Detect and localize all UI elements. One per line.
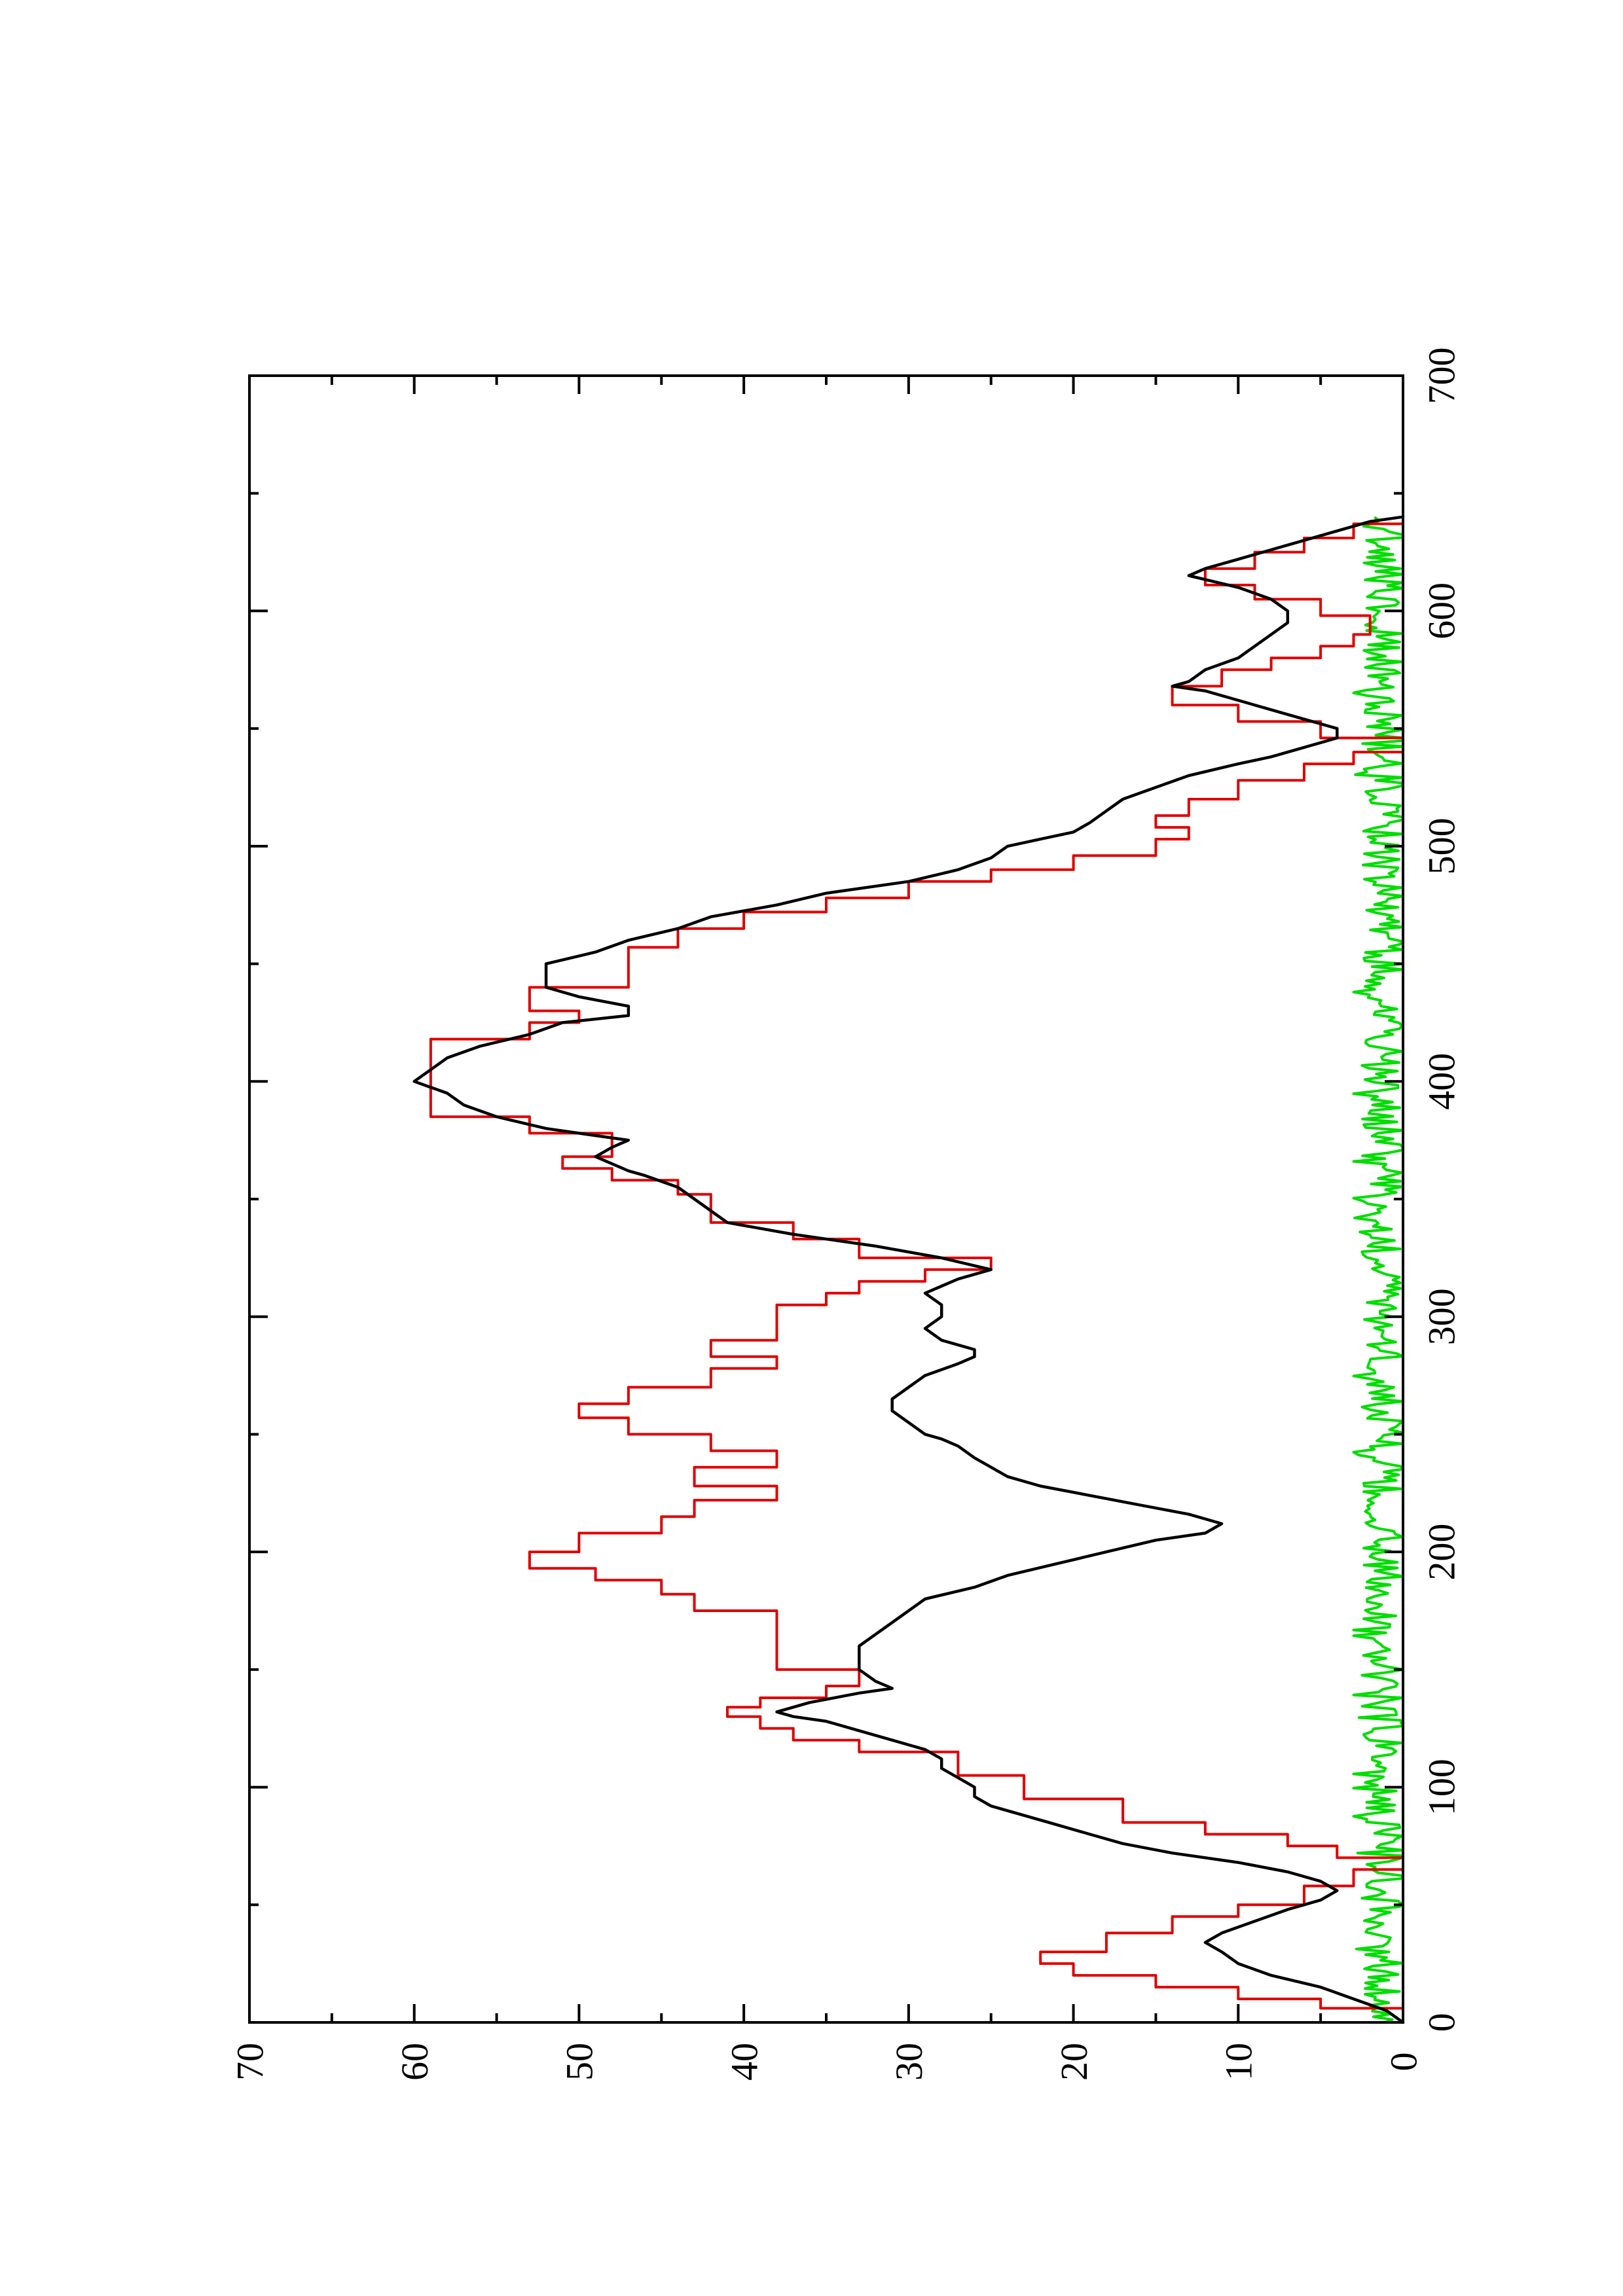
y-tick-label: 30 bbox=[888, 2043, 930, 2081]
series-green-line bbox=[1352, 516, 1404, 2024]
x-tick-label: 400 bbox=[1420, 1053, 1463, 1110]
x-tick-label: 200 bbox=[1420, 1524, 1463, 1581]
x-tick-label: 300 bbox=[1420, 1288, 1463, 1345]
y-tick-label: 0 bbox=[1382, 2053, 1425, 2072]
x-tick-label: 100 bbox=[1420, 1759, 1463, 1816]
plot-area bbox=[412, 515, 1405, 2024]
y-tick-label: 50 bbox=[558, 2043, 601, 2081]
y-tick-label: 40 bbox=[723, 2043, 765, 2081]
y-tick-label: 70 bbox=[228, 2043, 271, 2081]
x-tick-label: 500 bbox=[1420, 817, 1463, 874]
x-tick-label: 0 bbox=[1420, 2013, 1463, 2032]
y-tick-label: 10 bbox=[1218, 2043, 1260, 2081]
axis-ticks bbox=[248, 374, 1404, 2024]
series-black-line bbox=[412, 515, 1405, 2024]
x-tick-label: 700 bbox=[1420, 348, 1463, 404]
y-tick-label: 60 bbox=[393, 2043, 436, 2081]
series-red-step-line bbox=[429, 515, 1404, 2024]
y-tick-label: 20 bbox=[1053, 2043, 1095, 2081]
x-tick-label: 600 bbox=[1420, 583, 1463, 639]
tick-labels: 0 100 200 300 400 500 600 700 0 10 20 30 40 50 60 70 bbox=[228, 348, 1463, 2081]
